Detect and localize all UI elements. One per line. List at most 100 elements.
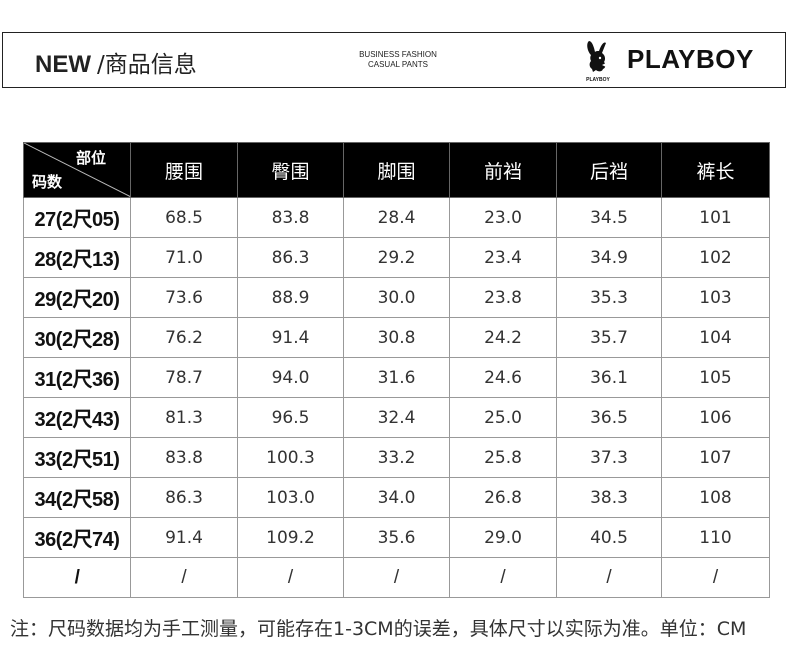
table-cell: 83.8 (130, 437, 238, 478)
table-cell: 94.0 (237, 357, 344, 398)
table-cell: 100.3 (237, 437, 344, 478)
corner-label-size: 码数 (32, 173, 63, 191)
table-cell: 86.3 (130, 477, 238, 518)
size-cell: 33(2尺51) (23, 437, 131, 478)
table-row: 31(2尺36) 78.7 94.0 31.6 24.6 36.1 105 (23, 357, 770, 398)
table-row: 27(2尺05) 68.5 83.8 28.4 23.0 34.5 101 (23, 197, 770, 238)
table-cell: 23.4 (449, 237, 557, 278)
size-cell: 36(2尺74) (23, 517, 131, 558)
table-cell: 106 (661, 397, 770, 438)
table-cell: 29.0 (449, 517, 557, 558)
table-row: 33(2尺51) 83.8 100.3 33.2 25.8 37.3 107 (23, 437, 770, 478)
table-row: 30(2尺28) 76.2 91.4 30.8 24.2 35.7 104 (23, 317, 770, 358)
size-cell: 28(2尺13) (23, 237, 131, 278)
table-cell: 104 (661, 317, 770, 358)
table-cell: 81.3 (130, 397, 238, 438)
size-cell: / (23, 557, 131, 598)
table-row: 32(2尺43) 81.3 96.5 32.4 25.0 36.5 106 (23, 397, 770, 438)
table-row: 34(2尺58) 86.3 103.0 34.0 26.8 38.3 108 (23, 477, 770, 518)
size-cell: 32(2尺43) (23, 397, 131, 438)
table-cell: 91.4 (237, 317, 344, 358)
title-text: /商品信息 (97, 52, 197, 78)
table-cell: 35.3 (556, 277, 662, 318)
table-cell: / (449, 557, 557, 598)
table-cell: 105 (661, 357, 770, 398)
table-cell: 23.0 (449, 197, 557, 238)
table-cell: 35.6 (343, 517, 450, 558)
column-header: 臀围 (237, 142, 344, 198)
table-cell: 23.8 (449, 277, 557, 318)
page-title: NEW/商品信息 (35, 45, 197, 79)
table-cell: 34.5 (556, 197, 662, 238)
table-cell: 102 (661, 237, 770, 278)
table-cell: 91.4 (130, 517, 238, 558)
column-header: 腰围 (130, 142, 238, 198)
table-cell: 24.6 (449, 357, 557, 398)
table-cell: 33.2 (343, 437, 450, 478)
table-row: 28(2尺13) 71.0 86.3 29.2 23.4 34.9 102 (23, 237, 770, 278)
brand-name: PLAYBOY (627, 44, 754, 74)
table-cell: 30.8 (343, 317, 450, 358)
table-cell: / (237, 557, 344, 598)
measurement-note: 注：尺码数据均为手工测量，可能存在1-3CM的误差，具体尺寸以实际为准。单位：C… (10, 618, 747, 640)
size-cell: 31(2尺36) (23, 357, 131, 398)
column-header: 前裆 (449, 142, 557, 198)
new-label: NEW (35, 51, 91, 78)
table-cell: 108 (661, 477, 770, 518)
size-table: 部位 码数 腰围 臀围 脚围 前裆 后裆 裤长 27(2尺05) 68.5 83… (23, 142, 770, 598)
table-cell: 24.2 (449, 317, 557, 358)
diagonal-line (24, 143, 130, 197)
table-cell: 83.8 (237, 197, 344, 238)
table-cell: 31.6 (343, 357, 450, 398)
table-cell: / (343, 557, 450, 598)
table-cell: 68.5 (130, 197, 238, 238)
table-cell: 32.4 (343, 397, 450, 438)
table-row: / / / / / / / (23, 557, 770, 598)
table-cell: 25.8 (449, 437, 557, 478)
table-cell: 109.2 (237, 517, 344, 558)
table-cell: 103 (661, 277, 770, 318)
table-cell: 86.3 (237, 237, 344, 278)
table-cell: 38.3 (556, 477, 662, 518)
table-cell: 73.6 (130, 277, 238, 318)
table-cell: 78.7 (130, 357, 238, 398)
table-cell: 30.0 (343, 277, 450, 318)
column-header: 后裆 (556, 142, 662, 198)
subtitle-line-2: CASUAL PANTS (367, 60, 428, 69)
column-header: 裤长 (661, 142, 770, 198)
subtitle-line-1: BUSINESS FASHION (359, 50, 437, 59)
size-cell: 29(2尺20) (23, 277, 131, 318)
table-cell: 40.5 (556, 517, 662, 558)
table-cell: 76.2 (130, 317, 238, 358)
table-cell: 101 (661, 197, 770, 238)
header-subtitle: BUSINESS FASHION CASUAL PANTS (353, 50, 443, 70)
size-cell: 27(2尺05) (23, 197, 131, 238)
table-cell: 36.5 (556, 397, 662, 438)
table-cell: 35.7 (556, 317, 662, 358)
table-cell: 107 (661, 437, 770, 478)
table-cell: 26.8 (449, 477, 557, 518)
corner-label-part: 部位 (75, 149, 106, 167)
table-cell: 34.9 (556, 237, 662, 278)
table-cell: 88.9 (237, 277, 344, 318)
table-cell: 29.2 (343, 237, 450, 278)
table-corner-cell: 部位 码数 (23, 142, 131, 198)
playboy-bunny-logo-icon: PLAYBOY (586, 41, 611, 83)
size-cell: 34(2尺58) (23, 477, 131, 518)
table-row: 29(2尺20) 73.6 88.9 30.0 23.8 35.3 103 (23, 277, 770, 318)
table-cell: / (556, 557, 662, 598)
table-cell: 103.0 (237, 477, 344, 518)
table-cell: 96.5 (237, 397, 344, 438)
table-cell: 37.3 (556, 437, 662, 478)
table-cell: 28.4 (343, 197, 450, 238)
column-header: 脚围 (343, 142, 450, 198)
size-cell: 30(2尺28) (23, 317, 131, 358)
table-cell: / (661, 557, 770, 598)
header-banner: NEW/商品信息 BUSINESS FASHION CASUAL PANTS P… (2, 32, 786, 88)
table-cell: 110 (661, 517, 770, 558)
table-header-row: 部位 码数 腰围 臀围 脚围 前裆 后裆 裤长 (23, 142, 770, 198)
logo-text: PLAYBOY (586, 77, 610, 83)
table-cell: 36.1 (556, 357, 662, 398)
table-cell: 71.0 (130, 237, 238, 278)
table-cell: 25.0 (449, 397, 557, 438)
